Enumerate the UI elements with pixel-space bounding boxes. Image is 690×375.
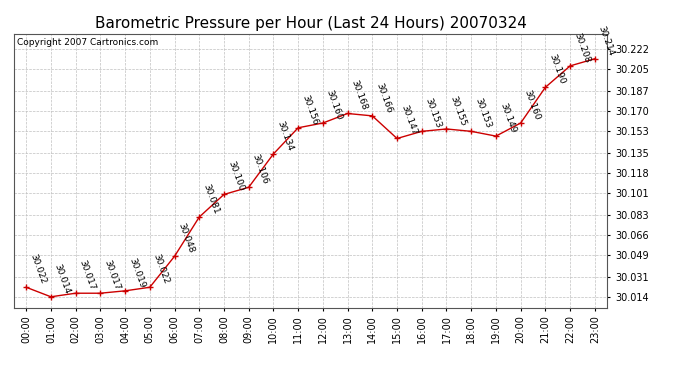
Text: 30.160: 30.160	[522, 88, 542, 121]
Text: 30.147: 30.147	[399, 104, 418, 137]
Text: 30.022: 30.022	[152, 253, 171, 285]
Title: Barometric Pressure per Hour (Last 24 Hours) 20070324: Barometric Pressure per Hour (Last 24 Ho…	[95, 16, 526, 31]
Text: 30.014: 30.014	[53, 262, 72, 295]
Text: 30.149: 30.149	[498, 102, 517, 134]
Text: 30.106: 30.106	[250, 153, 270, 186]
Text: 30.155: 30.155	[448, 94, 468, 127]
Text: 30.134: 30.134	[275, 120, 295, 152]
Text: 30.166: 30.166	[374, 81, 393, 114]
Text: 30.156: 30.156	[300, 93, 319, 126]
Text: 30.017: 30.017	[77, 259, 97, 291]
Text: 30.081: 30.081	[201, 183, 221, 215]
Text: 30.019: 30.019	[127, 256, 146, 289]
Text: 30.160: 30.160	[325, 88, 344, 121]
Text: 30.048: 30.048	[177, 222, 196, 255]
Text: 30.022: 30.022	[28, 253, 48, 285]
Text: 30.214: 30.214	[597, 24, 616, 57]
Text: 30.100: 30.100	[226, 160, 245, 193]
Text: 30.153: 30.153	[473, 97, 493, 130]
Text: 30.017: 30.017	[102, 259, 121, 291]
Text: 30.168: 30.168	[350, 79, 369, 112]
Text: Copyright 2007 Cartronics.com: Copyright 2007 Cartronics.com	[17, 38, 158, 47]
Text: 30.190: 30.190	[547, 53, 566, 86]
Text: 30.208: 30.208	[572, 32, 591, 64]
Text: 30.153: 30.153	[424, 97, 443, 130]
